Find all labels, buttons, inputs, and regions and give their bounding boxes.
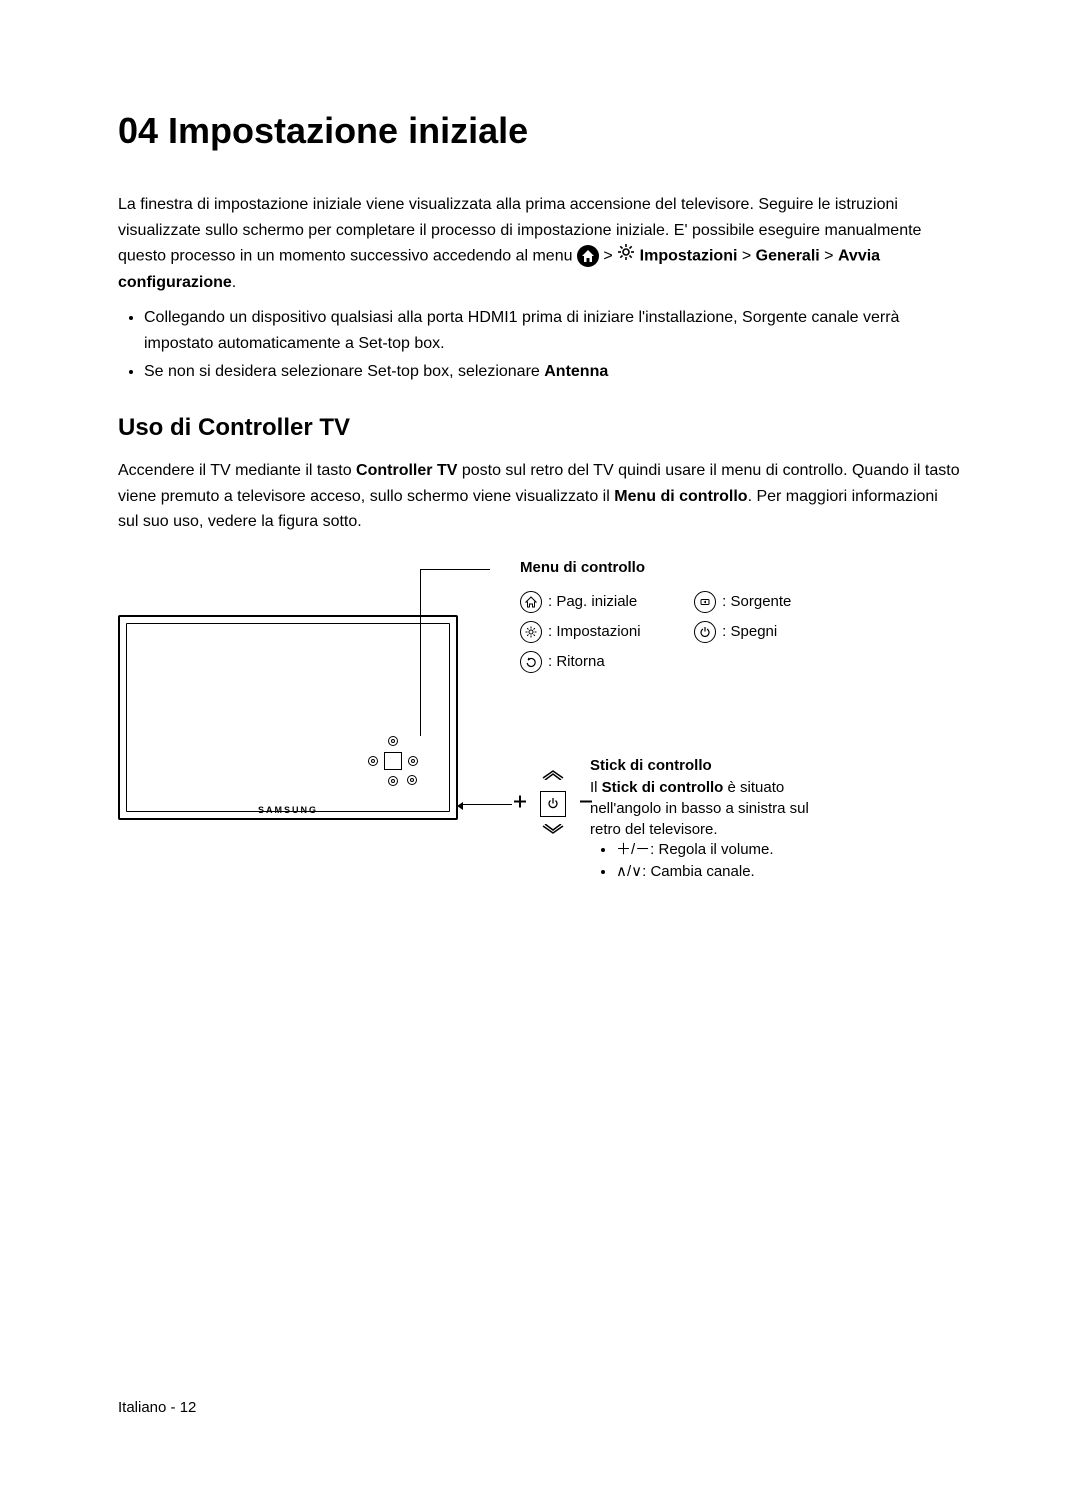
menu-label-power: : Spegni: [722, 623, 777, 640]
home-icon: [520, 591, 542, 613]
intro-bullet-1: Collegando un dispositivo qualsiasi alla…: [144, 305, 962, 356]
nav-sep-3: >: [824, 248, 838, 265]
stick-bullet-1: ＋/－: Regola il volume.: [616, 839, 774, 862]
gear-icon: [617, 243, 635, 270]
intro-bullet-2a: Se non si desidera selezionare Set-top b…: [144, 363, 544, 380]
intro-bullet-2: Se non si desidera selezionare Set-top b…: [144, 359, 962, 385]
chevron-up-icon: [541, 767, 565, 785]
return-icon: [520, 651, 542, 673]
mini-dot-bottom: [388, 776, 398, 786]
tv-diagram: SAMSUNG: [118, 615, 458, 820]
menu-item-home: : Pag. iniziale: [520, 587, 690, 617]
menu-item-power: : Spegni: [694, 617, 844, 647]
mini-control-pad: [366, 734, 420, 788]
stick-center: [540, 791, 566, 817]
mini-center: [384, 752, 402, 770]
menu-item-settings: : Impostazioni: [520, 617, 690, 647]
menu-items: : Pag. iniziale : Impostazioni : Ritorna: [520, 587, 844, 677]
section-title: 04 Impostazione iniziale: [118, 110, 962, 152]
vol-text: : Regola il volume.: [650, 841, 773, 858]
page-footer: Italiano - 12: [118, 1399, 196, 1416]
leader-line-stick: [462, 804, 512, 805]
intro-bullet-2b: Antenna: [544, 363, 608, 380]
menu-label-source: : Sorgente: [722, 593, 791, 610]
diagram-area: SAMSUNG Menu di controllo : Pag. inizial…: [118, 559, 962, 899]
controller-subtitle: Uso di Controller TV: [118, 414, 962, 442]
mini-dot-center: [407, 775, 417, 785]
samsung-logo: SAMSUNG: [258, 805, 318, 815]
controller-paragraph: Accendere il TV mediante il tasto Contro…: [118, 458, 962, 535]
menu-label-return: : Ritorna: [548, 653, 605, 670]
menu-item-source: : Sorgente: [694, 587, 844, 617]
menu-label-settings: : Impostazioni: [548, 623, 641, 640]
control-stick-diagram: [508, 759, 598, 849]
intro-period: .: [232, 274, 236, 291]
plus-icon: [512, 793, 528, 814]
vol-symbols: ＋/－: [616, 841, 650, 858]
home-icon: [577, 245, 599, 267]
ctrl-b: Controller TV: [356, 462, 457, 479]
power-icon: [694, 621, 716, 643]
stick-description: Il Stick di controllo è situato nell'ang…: [590, 777, 830, 840]
ch-text: : Cambia canale.: [642, 863, 755, 880]
stick-text-b: Stick di controllo: [602, 779, 724, 796]
ctrl-d: Menu di controllo: [614, 488, 747, 505]
chevron-down-icon: [541, 823, 565, 841]
intro-paragraph: La finestra di impostazione iniziale vie…: [118, 192, 962, 295]
ch-symbols: ∧/∨: [616, 863, 642, 880]
mini-dot-top: [388, 736, 398, 746]
stick-heading: Stick di controllo: [590, 757, 712, 774]
menu-heading: Menu di controllo: [520, 559, 645, 576]
nav-sep-2: >: [742, 248, 756, 265]
leader-line-menu: [420, 569, 490, 570]
stick-bullets: ＋/－: Regola il volume. ∧/∨: Cambia canal…: [602, 839, 774, 884]
nav-generali: Generali: [756, 248, 820, 265]
gear-icon: [520, 621, 542, 643]
intro-bullets: Collegando un dispositivo qualsiasi alla…: [144, 305, 962, 384]
nav-impostazioni: Impostazioni: [640, 248, 738, 265]
menu-item-return: : Ritorna: [520, 647, 690, 677]
source-icon: [694, 591, 716, 613]
mini-dot-left: [368, 756, 378, 766]
stick-text-a: Il: [590, 779, 602, 796]
menu-label-home: : Pag. iniziale: [548, 593, 637, 610]
stick-bullet-2: ∧/∨: Cambia canale.: [616, 861, 774, 884]
mini-dot-right: [408, 756, 418, 766]
ctrl-a: Accendere il TV mediante il tasto: [118, 462, 356, 479]
nav-sep-1: >: [603, 248, 617, 265]
